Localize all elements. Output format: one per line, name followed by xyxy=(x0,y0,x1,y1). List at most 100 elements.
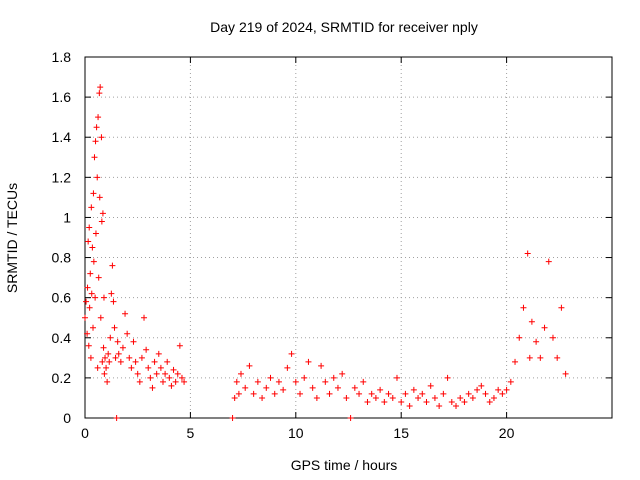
y-tick-label: 1.4 xyxy=(52,129,72,145)
x-axis-label: GPS time / hours xyxy=(291,457,398,473)
data-point-95 xyxy=(280,386,287,393)
data-point-50 xyxy=(117,358,124,365)
data-point-55 xyxy=(128,364,135,371)
data-point-153 xyxy=(524,250,531,257)
data-point-134 xyxy=(444,374,451,381)
data-point-66 xyxy=(151,358,158,365)
data-point-109 xyxy=(339,370,346,377)
data-point-82 xyxy=(231,394,238,401)
data-point-46 xyxy=(112,354,119,361)
data-point-99 xyxy=(297,390,304,397)
data-point-41 xyxy=(107,334,114,341)
data-point-140 xyxy=(469,394,476,401)
data-point-121 xyxy=(389,394,396,401)
data-point-32 xyxy=(99,210,106,217)
data-points xyxy=(82,84,569,421)
x-tick-label: 5 xyxy=(187,425,195,441)
data-point-128 xyxy=(419,390,426,397)
data-point-30 xyxy=(98,218,105,225)
data-point-84 xyxy=(235,390,242,397)
data-point-77 xyxy=(174,370,181,377)
data-point-127 xyxy=(415,394,422,401)
data-point-123 xyxy=(398,398,405,405)
data-point-16 xyxy=(91,154,98,161)
data-point-117 xyxy=(372,394,379,401)
x-tick-label: 15 xyxy=(393,425,409,441)
y-tick-label: 1.2 xyxy=(52,169,72,185)
data-point-90 xyxy=(259,394,266,401)
data-point-70 xyxy=(159,378,166,385)
data-point-65 xyxy=(149,384,156,391)
data-point-20 xyxy=(93,124,100,131)
data-point-163 xyxy=(562,370,569,377)
data-point-131 xyxy=(431,394,438,401)
data-point-51 xyxy=(119,344,126,351)
data-point-68 xyxy=(155,350,162,357)
data-point-161 xyxy=(554,354,561,361)
data-point-80 xyxy=(181,378,188,385)
data-point-45 xyxy=(111,324,118,331)
data-point-56 xyxy=(130,338,137,345)
data-point-44 xyxy=(110,298,117,305)
x-tick-label: 10 xyxy=(288,425,304,441)
data-point-48 xyxy=(114,338,121,345)
data-point-37 xyxy=(103,364,110,371)
x-tick-label: 0 xyxy=(81,425,89,441)
data-point-74 xyxy=(168,382,175,389)
data-point-9 xyxy=(87,354,94,361)
y-tick-label: 0.6 xyxy=(52,290,72,306)
data-point-25 xyxy=(96,90,103,97)
data-point-36 xyxy=(102,354,109,361)
y-tick-label: 1.8 xyxy=(52,49,72,65)
data-point-88 xyxy=(250,390,257,397)
data-point-54 xyxy=(126,354,133,361)
data-point-124 xyxy=(402,390,409,397)
data-point-63 xyxy=(145,364,152,371)
y-tick-label: 0.8 xyxy=(52,250,72,266)
data-point-10 xyxy=(88,204,95,211)
data-point-118 xyxy=(377,386,384,393)
axes: 0 5 10 15 20 0 0.2 0.4 0.6 0.8 1 1.2 1.4 1.6 1.8 xyxy=(52,49,612,441)
data-point-156 xyxy=(533,338,540,345)
data-point-120 xyxy=(385,390,392,397)
data-point-139 xyxy=(465,390,472,397)
data-point-146 xyxy=(495,386,502,393)
data-point-126 xyxy=(410,386,417,393)
y-tick-label: 1 xyxy=(63,209,71,225)
data-point-83 xyxy=(233,378,240,385)
data-point-18 xyxy=(92,138,99,145)
data-point-7 xyxy=(86,304,93,311)
data-point-101 xyxy=(305,358,312,365)
data-point-79 xyxy=(178,374,185,381)
data-point-4 xyxy=(85,238,92,245)
data-point-69 xyxy=(157,364,164,371)
data-point-110 xyxy=(343,394,350,401)
data-point-78 xyxy=(176,342,183,349)
data-point-5 xyxy=(85,342,92,349)
data-point-60 xyxy=(138,354,145,361)
data-point-93 xyxy=(271,390,278,397)
data-point-12 xyxy=(89,244,96,251)
data-point-0 xyxy=(82,314,88,321)
data-point-115 xyxy=(364,398,371,405)
data-point-15 xyxy=(90,258,97,265)
data-point-33 xyxy=(100,344,107,351)
data-point-53 xyxy=(124,330,131,337)
y-tick-label: 0.2 xyxy=(52,370,72,386)
data-point-26 xyxy=(96,194,103,201)
y-axis-label: SRMTID / TECUs xyxy=(4,183,20,293)
data-point-102 xyxy=(309,384,316,391)
grid-lines xyxy=(85,57,612,418)
data-point-116 xyxy=(368,390,375,397)
data-point-129 xyxy=(423,398,430,405)
data-point-148 xyxy=(503,386,510,393)
data-point-22 xyxy=(94,364,101,371)
data-point-144 xyxy=(486,398,493,405)
data-point-160 xyxy=(549,334,556,341)
data-point-107 xyxy=(330,374,337,381)
data-point-154 xyxy=(526,354,533,361)
data-point-3 xyxy=(84,284,91,291)
data-point-158 xyxy=(541,324,548,331)
data-point-119 xyxy=(381,398,388,405)
